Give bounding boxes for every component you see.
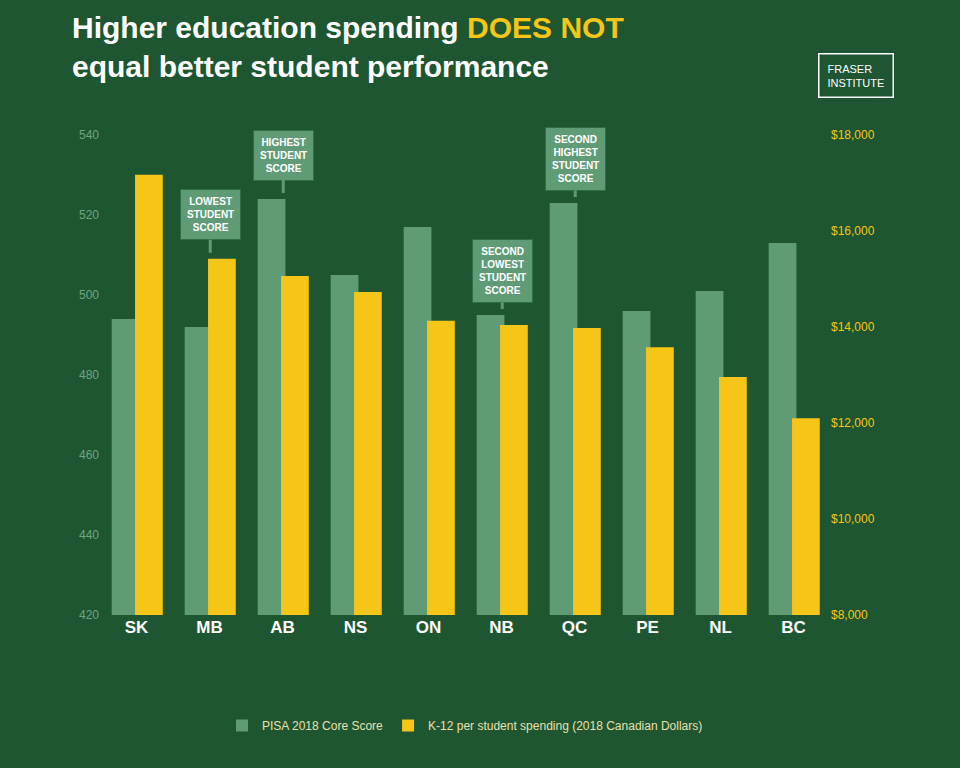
svg-text:SECONDHIGHESTSTUDENTSCORE: SECONDHIGHESTSTUDENTSCORE <box>552 134 599 184</box>
svg-text:480: 480 <box>79 368 99 382</box>
svg-text:K-12 per student spending (201: K-12 per student spending (2018 Canadian… <box>428 719 702 733</box>
svg-text:520: 520 <box>79 208 99 222</box>
svg-text:AB: AB <box>270 618 295 637</box>
svg-text:420: 420 <box>79 608 99 622</box>
svg-text:NB: NB <box>489 618 514 637</box>
svg-text:FRASERINSTITUTE: FRASERINSTITUTE <box>828 63 885 89</box>
svg-text:Higher education spending DOES: Higher education spending DOES NOTequal … <box>72 11 624 83</box>
svg-text:500: 500 <box>79 288 99 302</box>
svg-text:NS: NS <box>344 618 368 637</box>
svg-text:HIGHESTSTUDENTSCORE: HIGHESTSTUDENTSCORE <box>260 137 307 174</box>
svg-text:BC: BC <box>781 618 806 637</box>
svg-text:540: 540 <box>79 128 99 142</box>
svg-text:$14,000: $14,000 <box>831 320 875 334</box>
svg-text:SK: SK <box>125 618 149 637</box>
svg-text:SECONDLOWESTSTUDENTSCORE: SECONDLOWESTSTUDENTSCORE <box>479 246 526 296</box>
svg-text:PISA 2018 Core Score: PISA 2018 Core Score <box>262 719 383 733</box>
svg-text:ON: ON <box>416 618 442 637</box>
svg-text:440: 440 <box>79 528 99 542</box>
svg-text:MB: MB <box>196 618 222 637</box>
svg-text:QC: QC <box>562 618 588 637</box>
svg-text:NL: NL <box>709 618 732 637</box>
svg-text:$12,000: $12,000 <box>831 416 875 430</box>
svg-text:$18,000: $18,000 <box>831 128 875 142</box>
svg-text:LOWESTSTUDENTSCORE: LOWESTSTUDENTSCORE <box>187 196 234 233</box>
svg-text:$8,000: $8,000 <box>831 608 868 622</box>
svg-text:460: 460 <box>79 448 99 462</box>
svg-text:$16,000: $16,000 <box>831 224 875 238</box>
svg-text:PE: PE <box>636 618 659 637</box>
svg-text:$10,000: $10,000 <box>831 512 875 526</box>
